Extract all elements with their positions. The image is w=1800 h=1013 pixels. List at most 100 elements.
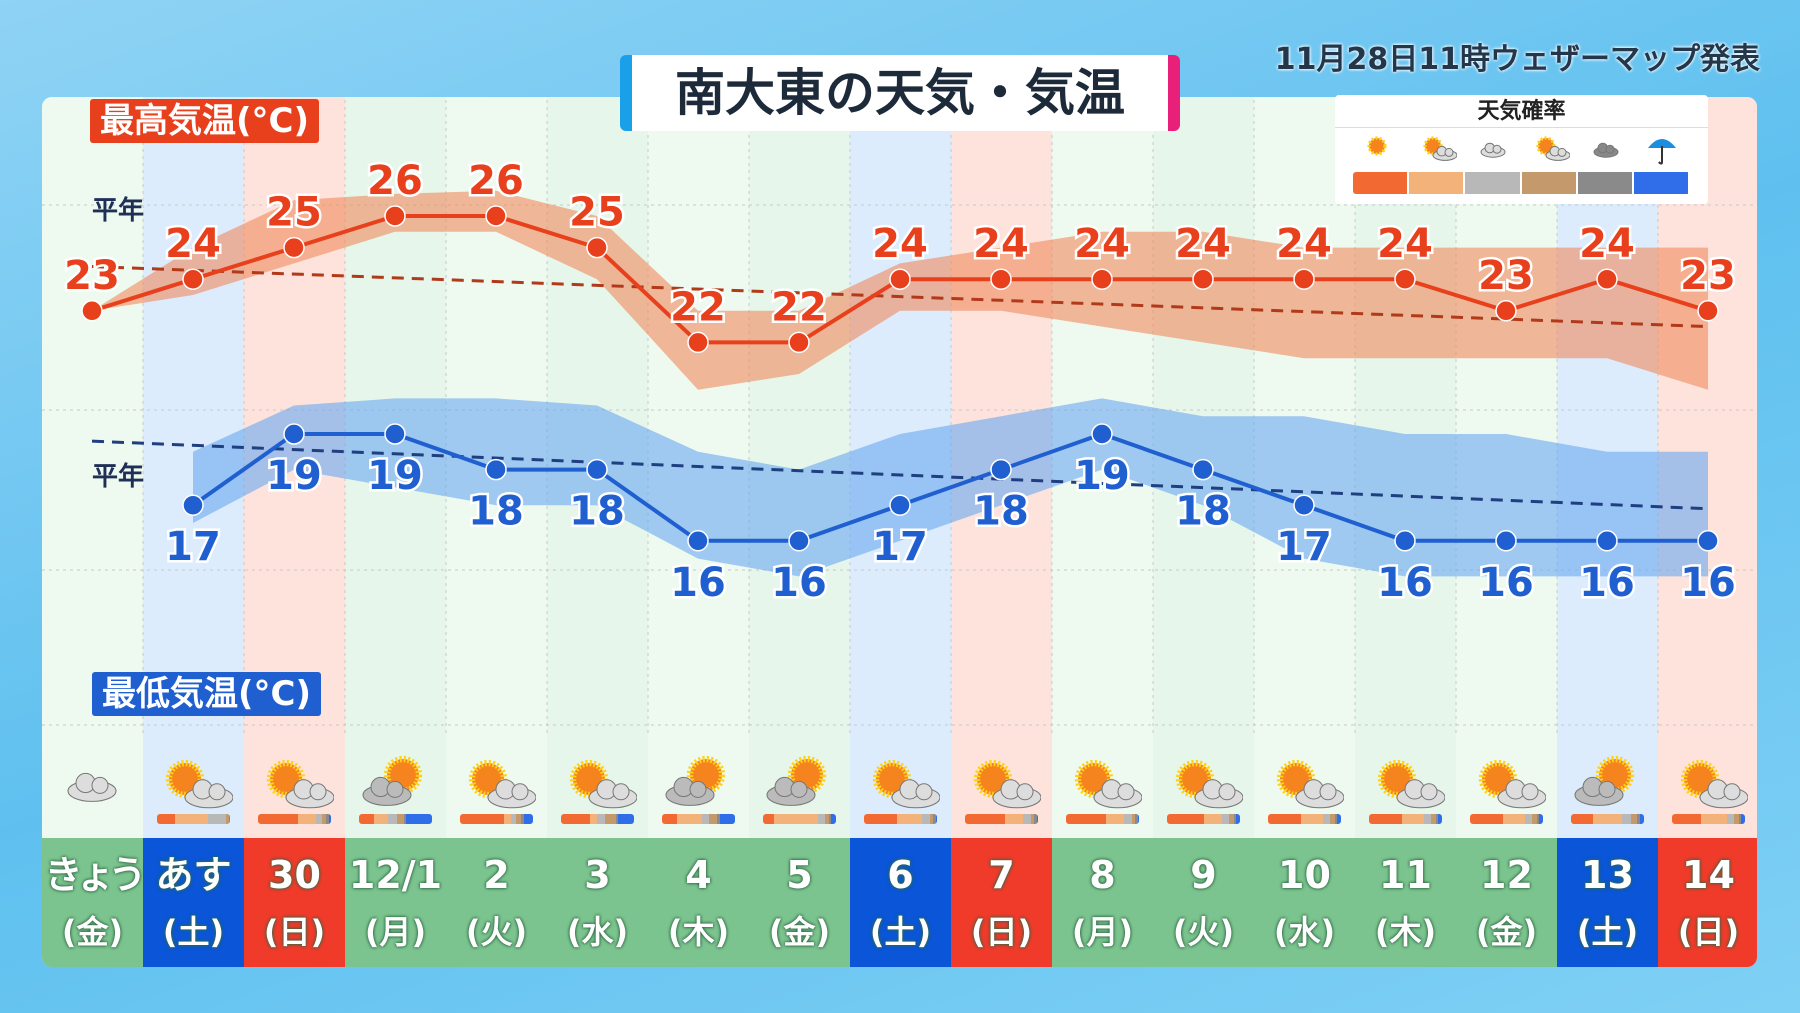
high-temp-point <box>1495 300 1517 322</box>
high-temp-point <box>687 331 709 354</box>
probability-segment <box>325 814 329 824</box>
low-temp-label: 16 <box>670 560 726 606</box>
high-temp-label: 23 <box>1680 253 1736 299</box>
high-temp-point <box>1394 268 1416 290</box>
high-temp-point <box>990 268 1012 290</box>
probability-segment <box>226 814 229 824</box>
probability-segment <box>929 814 934 824</box>
date-label: 10 <box>1278 853 1331 897</box>
weather-probability-legend: 天気確率 <box>1335 95 1708 204</box>
date-cell: きょう (金) <box>42 838 143 967</box>
date-cell: 13 (土) <box>1557 838 1658 967</box>
normal-low-line <box>91 439 1709 511</box>
probability-segment <box>1135 814 1138 824</box>
weather-probability-bar <box>561 814 634 824</box>
high-temp-point <box>81 300 103 322</box>
weekday-label: (木) <box>1374 913 1437 951</box>
probability-segment <box>258 814 299 824</box>
probability-segment <box>460 814 504 824</box>
sunny-cloudy-icon <box>254 743 335 827</box>
probability-segment <box>604 814 616 824</box>
date-label: 2 <box>483 853 510 897</box>
cloudy-sunny-icon <box>1567 743 1647 827</box>
probability-segment <box>1571 814 1593 824</box>
high-temp-label: 23 <box>1478 253 1534 299</box>
probability-segment <box>935 814 937 824</box>
probability-segment <box>175 814 209 824</box>
weekday-label: (水) <box>566 913 629 951</box>
date-cell: 2 (火) <box>446 838 547 967</box>
sunny-sometimes-cloudy-icon <box>1530 128 1571 172</box>
probability-segment <box>617 814 634 824</box>
high-temp-range-band <box>92 190 1708 390</box>
high-temp-label: 最高気温(°C) <box>90 99 320 143</box>
weather-cell <box>749 747 850 832</box>
cloudy-icon <box>1473 128 1513 172</box>
weather-probability-bar <box>258 814 331 824</box>
cloudy-icon <box>52 743 132 827</box>
probability-segment <box>316 814 323 824</box>
probability-segment <box>828 814 831 824</box>
probability-segment <box>228 814 230 824</box>
probability-segment <box>1734 814 1740 824</box>
probability-segment <box>662 814 677 824</box>
legend-swatch <box>1465 172 1520 194</box>
legend-swatch <box>1521 172 1576 194</box>
probability-segment <box>328 814 331 824</box>
high-temp-label: 25 <box>569 190 625 236</box>
probability-segment <box>597 814 605 824</box>
probability-segment <box>1438 814 1442 824</box>
cloudy-sunny-icon <box>759 743 839 827</box>
probability-segment <box>1431 814 1437 824</box>
date-cell: 4 (木) <box>648 838 749 967</box>
high-temp-point <box>485 205 507 227</box>
high-temp-label: 24 <box>1074 221 1130 267</box>
weather-cell <box>1658 747 1757 832</box>
date-cell: 30 (日) <box>244 838 345 967</box>
weekday-label: (火) <box>465 913 528 951</box>
weather-probability-bar <box>1672 814 1745 824</box>
cloudy-sunny-icon <box>355 743 435 827</box>
sunny-cloudy-icon <box>1264 743 1345 827</box>
weather-probability-bar <box>1167 814 1240 824</box>
probability-segment <box>817 814 826 824</box>
probability-segment <box>830 814 836 824</box>
low-temp-label: 18 <box>569 489 625 535</box>
probability-segment <box>1630 814 1637 824</box>
weather-probability-bar <box>1268 814 1341 824</box>
high-temp-point <box>384 205 406 227</box>
date-label: 8 <box>1089 853 1116 897</box>
probability-segment <box>503 814 512 824</box>
date-label: あす <box>155 853 232 897</box>
low-temp-point <box>1697 530 1719 552</box>
weather-probability-bar <box>359 814 432 824</box>
high-temp-label: 22 <box>771 284 827 330</box>
probability-segment <box>763 814 774 824</box>
high-temp-label: 24 <box>872 221 928 267</box>
weekday-label: (金) <box>1475 913 1538 951</box>
probability-segment <box>825 814 829 824</box>
date-cell: 5 (金) <box>749 838 850 967</box>
rain-umbrella-icon <box>1642 128 1682 172</box>
low-temp-label: 16 <box>771 560 827 606</box>
weather-probability-bar <box>662 814 735 824</box>
weekday-label: (金) <box>61 913 124 951</box>
high-temp-label: 24 <box>1579 221 1635 267</box>
probability-segment <box>1036 814 1038 824</box>
low-temp-line <box>191 431 1708 543</box>
date-label: 11 <box>1379 853 1432 897</box>
probability-segment <box>1131 814 1136 824</box>
probability-segment <box>1369 814 1402 824</box>
low-temp-label: 19 <box>266 453 322 499</box>
weather-probability-bar <box>157 814 230 824</box>
low-temp-label: 17 <box>872 524 928 570</box>
weather-probability-bar <box>1369 814 1442 824</box>
probability-segment <box>1592 814 1623 824</box>
high-temp-label: 24 <box>1175 221 1231 267</box>
probability-segment <box>1229 814 1235 824</box>
probability-segment <box>1322 814 1331 824</box>
high-temp-point <box>1091 268 1113 290</box>
probability-segment <box>388 814 397 824</box>
low-temp-point <box>384 423 406 445</box>
